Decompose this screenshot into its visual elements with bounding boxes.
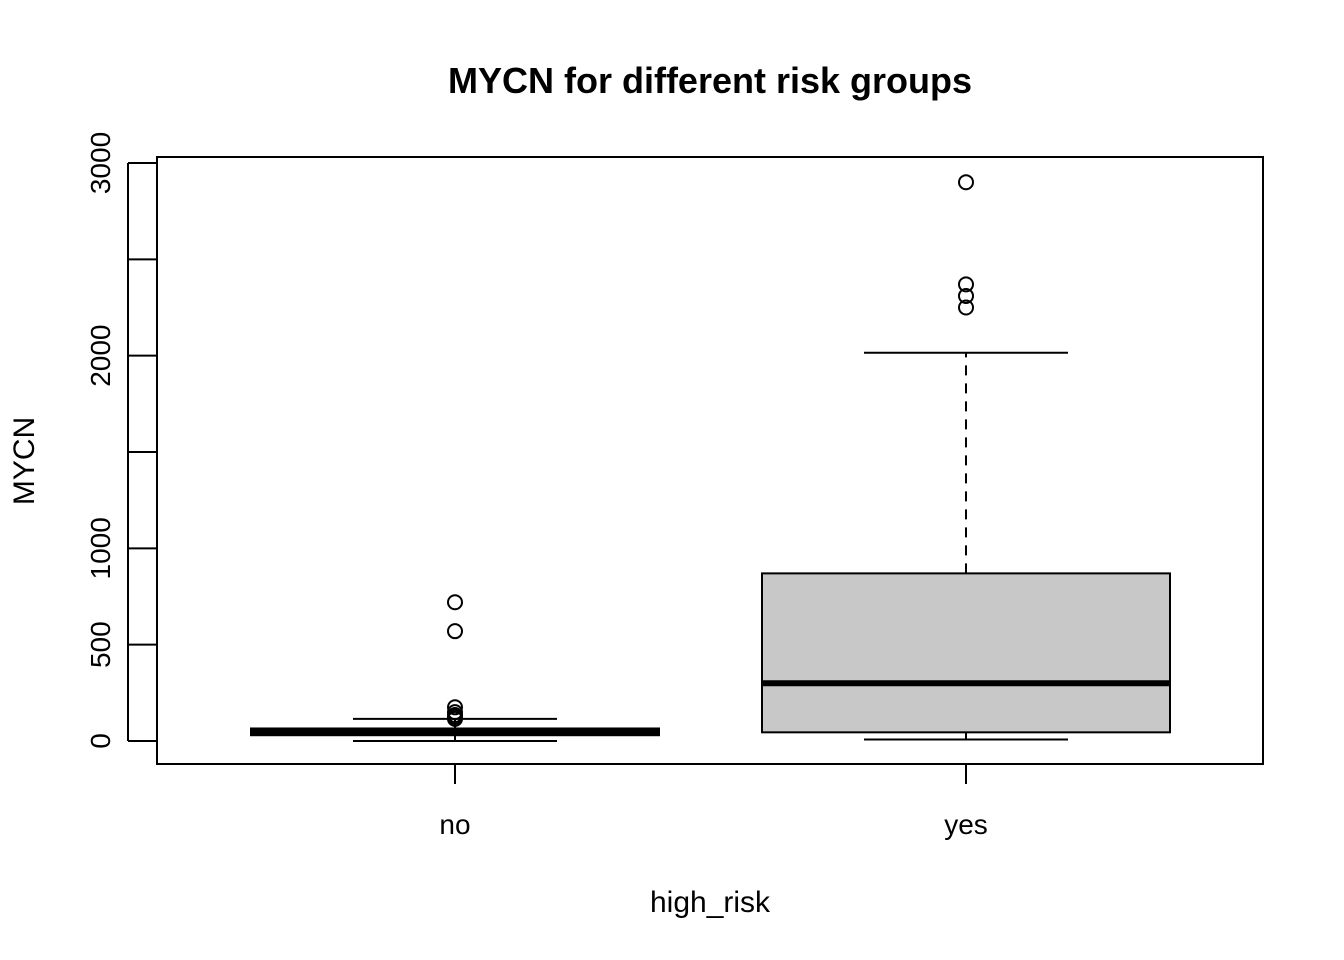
y-tick-label-1000: 1000 (85, 517, 116, 579)
box-group-yes (761, 174, 1171, 741)
y-tick-label-3000: 3000 (85, 132, 116, 194)
x-axis-label: high_risk (650, 886, 771, 919)
outlier-point-yes-0 (958, 299, 974, 316)
plot-frame (156, 156, 1264, 765)
outlier-point-yes-2 (958, 276, 974, 293)
chart-title: MYCN for different risk groups (448, 60, 972, 101)
outlier-point-yes-3 (958, 174, 974, 191)
outlier-point-yes-1 (958, 287, 974, 304)
y-tick-label-0: 0 (85, 733, 116, 749)
y-axis: 0 500 1000 2000 3000 (85, 132, 157, 749)
outlier-point-no-3 (447, 704, 463, 721)
outlier-point-no-5 (447, 623, 463, 640)
y-tick-label-500: 500 (85, 621, 116, 668)
box-yes (761, 572, 1171, 734)
y-tick-label-2000: 2000 (85, 325, 116, 387)
x-tick-label-no: no (439, 809, 470, 840)
outlier-point-no-4 (447, 699, 463, 716)
y-axis-label: MYCN (8, 417, 41, 505)
x-axis: no yes (439, 764, 988, 840)
boxes (250, 174, 1171, 742)
x-tick-label-yes: yes (944, 809, 988, 840)
outlier-point-no-6 (447, 594, 463, 611)
box-group-no (250, 594, 660, 742)
